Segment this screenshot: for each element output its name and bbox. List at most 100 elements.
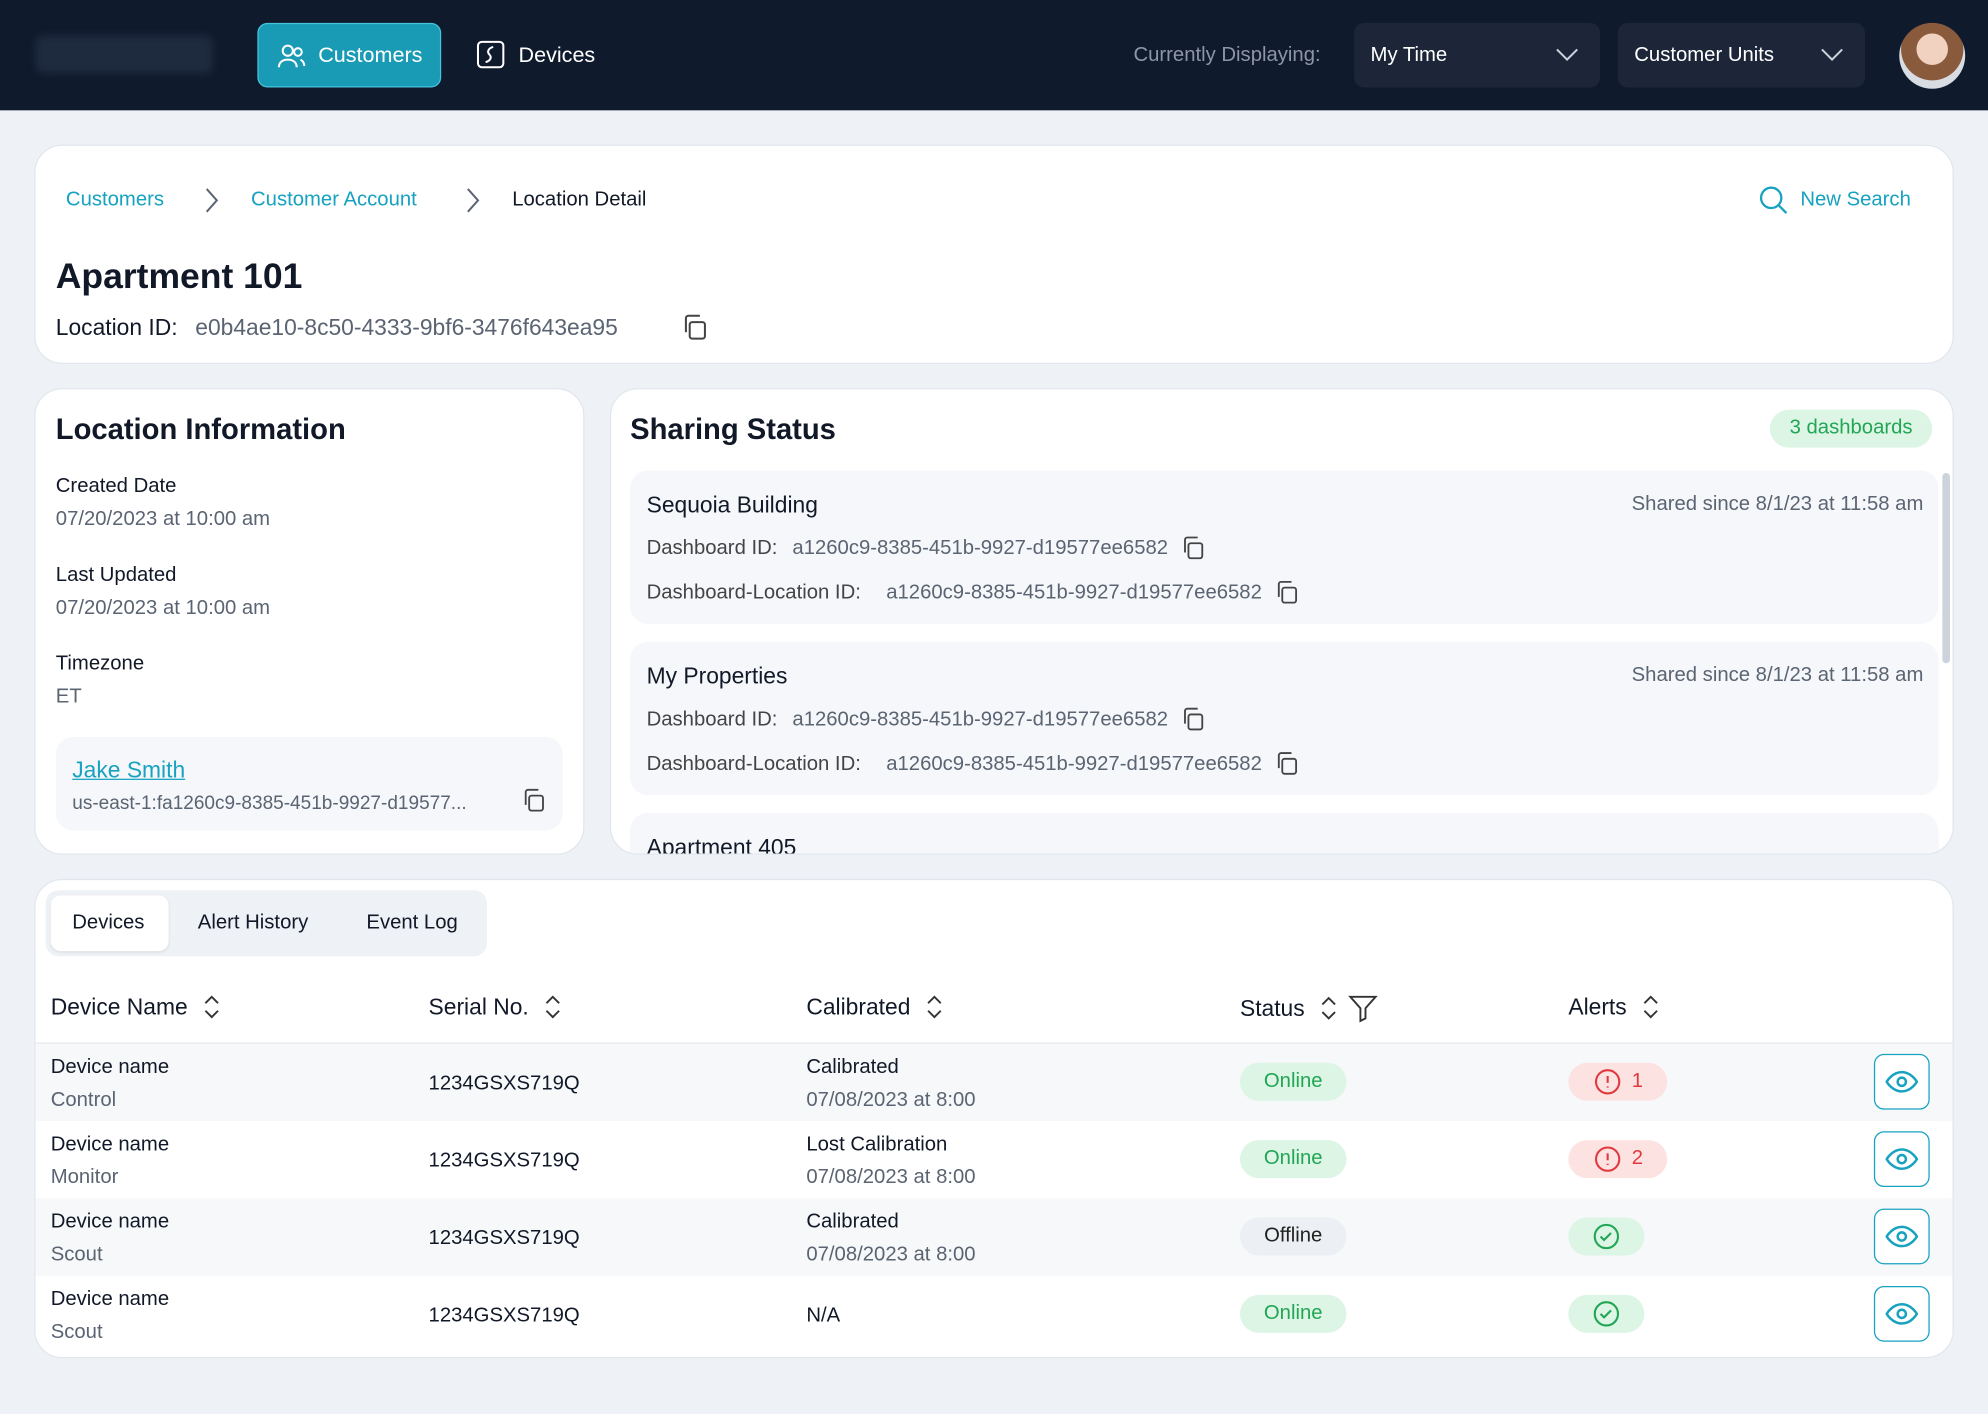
calibration: N/A — [806, 1304, 841, 1327]
serial: 1234GSXS719Q — [428, 1304, 580, 1327]
serial: 1234GSXS719Q — [428, 1227, 580, 1250]
dashboard-item: Sequoia Building Shared since 8/1/23 at 1… — [630, 470, 1939, 624]
calibrated-at: 07/08/2023 at 8:00 — [806, 1166, 976, 1189]
breadcrumb-link[interactable]: Customer Account — [251, 188, 417, 211]
sort-icon[interactable] — [544, 993, 562, 1021]
id-label: Dashboard ID: — [646, 708, 778, 731]
scrollbar — [1942, 473, 1950, 664]
tab-active-bg — [50, 895, 169, 952]
device-name: Device name — [50, 1288, 170, 1311]
device-name: Device name — [50, 1211, 170, 1233]
calibration: Calibrated — [806, 1056, 899, 1078]
dashboard-name: My Properties — [646, 663, 788, 689]
column-header[interactable]: Serial No. — [429, 993, 562, 1021]
copy-icon[interactable] — [1180, 706, 1205, 738]
column-title: Serial No. — [428, 993, 529, 1020]
column-title: Calibrated — [806, 993, 911, 1020]
location-title: Apartment 101 — [55, 256, 303, 296]
breadcrumb-current: Location Detail — [512, 188, 647, 211]
column-header[interactable]: Status — [1240, 993, 1378, 1023]
status-pill: Online — [1239, 1140, 1347, 1179]
column-header[interactable]: Calibrated — [806, 993, 943, 1021]
location-id: a1260c9-8385-451b-9927-d19577ee6582 — [886, 753, 1262, 775]
dashboard-item: My Properties Shared since 8/1/23 at 11:5… — [630, 641, 1939, 796]
alert-count: 1 — [1631, 1070, 1644, 1092]
sort-icon[interactable] — [1642, 993, 1660, 1021]
header-card: Customers Customer Account Location Deta… — [34, 144, 1954, 364]
select-value: My Time — [1370, 44, 1448, 66]
filter-icon[interactable] — [1348, 993, 1378, 1023]
tab-bar: Devices Alert History Event Log — [45, 890, 487, 957]
card-title: Location Information — [55, 412, 346, 446]
sort-icon[interactable] — [1320, 994, 1338, 1022]
tab[interactable]: Devices — [72, 911, 145, 934]
sort-icon[interactable] — [926, 993, 944, 1021]
field-value: 07/20/2023 at 10:00 am — [55, 597, 271, 619]
view-button[interactable] — [1873, 1208, 1930, 1265]
copy-icon[interactable] — [1274, 751, 1299, 783]
new-search[interactable]: New Search — [1800, 188, 1911, 211]
table-row: Device name Scout 1234GSXS719Q N/A Online — [35, 1275, 1953, 1354]
breadcrumb-link[interactable]: Customers — [65, 188, 165, 211]
field-value: ET — [55, 686, 82, 708]
shared-since: Shared since 8/1/23 at 11:58 am — [1631, 664, 1924, 687]
column-title: Device Name — [50, 993, 188, 1020]
view-button[interactable] — [1873, 1053, 1930, 1110]
status-pill: Online — [1239, 1062, 1347, 1101]
calibrated-at: 07/08/2023 at 8:00 — [806, 1089, 976, 1111]
divider — [35, 1042, 1953, 1044]
dashboard-name: Sequoia Building — [646, 492, 818, 518]
field-label: Created Date — [55, 475, 177, 498]
select-value: Customer Units — [1634, 44, 1775, 66]
status-pill: Offline — [1239, 1217, 1347, 1256]
calibrated-at: 07/08/2023 at 8:00 — [806, 1244, 976, 1266]
tab[interactable]: Alert History — [197, 911, 309, 934]
location-id: a1260c9-8385-451b-9927-d19577ee6582 — [886, 582, 1262, 604]
device-type: Scout — [50, 1321, 103, 1344]
dashboard-item: Apartment 405 — [630, 812, 1939, 854]
nav-tab-label[interactable]: Devices — [518, 43, 596, 68]
location-id: e0b4ae10-8c50-4333-9bf6-3476f643ea95 — [195, 314, 618, 340]
field-value: 07/20/2023 at 10:00 am — [55, 508, 271, 531]
sort-icon[interactable] — [203, 993, 221, 1021]
serial: 1234GSXS719Q — [428, 1150, 580, 1172]
dashboard-id: a1260c9-8385-451b-9927-d19577ee6582 — [792, 537, 1169, 560]
alert-ok — [1568, 1217, 1645, 1256]
column-header[interactable]: Alerts — [1568, 993, 1659, 1021]
view-button[interactable] — [1873, 1131, 1930, 1188]
device-name: Device name — [50, 1056, 170, 1078]
table-row: Device name Monitor 1234GSXS719Q Lost Calib… — [35, 1121, 1953, 1199]
select[interactable]: My Time — [1354, 22, 1601, 88]
copy-icon[interactable] — [1180, 535, 1205, 567]
column-title: Alerts — [1568, 993, 1627, 1020]
badge: 3 dashboards — [1769, 409, 1933, 448]
dashboard-id: a1260c9-8385-451b-9927-d19577ee6582 — [792, 708, 1169, 731]
device-type: Scout — [50, 1244, 103, 1266]
alert-ok — [1568, 1294, 1645, 1333]
card-title: Sharing Status — [630, 412, 836, 446]
select[interactable]: Customer Units — [1617, 22, 1866, 88]
status-pill: Online — [1239, 1294, 1347, 1333]
id-label: Dashboard-Location ID: — [646, 582, 861, 604]
column-header[interactable]: Device Name — [51, 993, 221, 1021]
location-id-label: Location ID: — [55, 314, 178, 340]
copy-icon[interactable] — [1274, 580, 1299, 612]
owner-box: Jake Smith us-east-1:fa1260c9-8385-451b-… — [55, 736, 563, 831]
field-label: Last Updated — [55, 564, 177, 586]
device-name: Device name — [50, 1133, 170, 1156]
alert-pill: 2 — [1568, 1140, 1668, 1179]
id-label: Dashboard ID: — [646, 537, 778, 560]
owner-name[interactable]: Jake Smith — [72, 757, 186, 783]
logo — [35, 35, 214, 74]
avatar[interactable] — [1899, 22, 1966, 89]
tab[interactable]: Event Log — [366, 911, 458, 934]
serial: 1234GSXS719Q — [428, 1072, 580, 1095]
top-nav: Customers Devices Currently Displaying: … — [0, 0, 1988, 111]
displaying-label: Currently Displaying: — [1133, 44, 1321, 66]
column-title: Status — [1239, 994, 1305, 1021]
nav-tab-active[interactable]: Customers — [257, 22, 442, 88]
view-button[interactable] — [1873, 1285, 1930, 1342]
devices-card: Devices Alert History Event Log Device N… — [34, 878, 1954, 1359]
shared-since: Shared since 8/1/23 at 11:58 am — [1631, 493, 1924, 515]
device-type: Control — [50, 1089, 117, 1111]
